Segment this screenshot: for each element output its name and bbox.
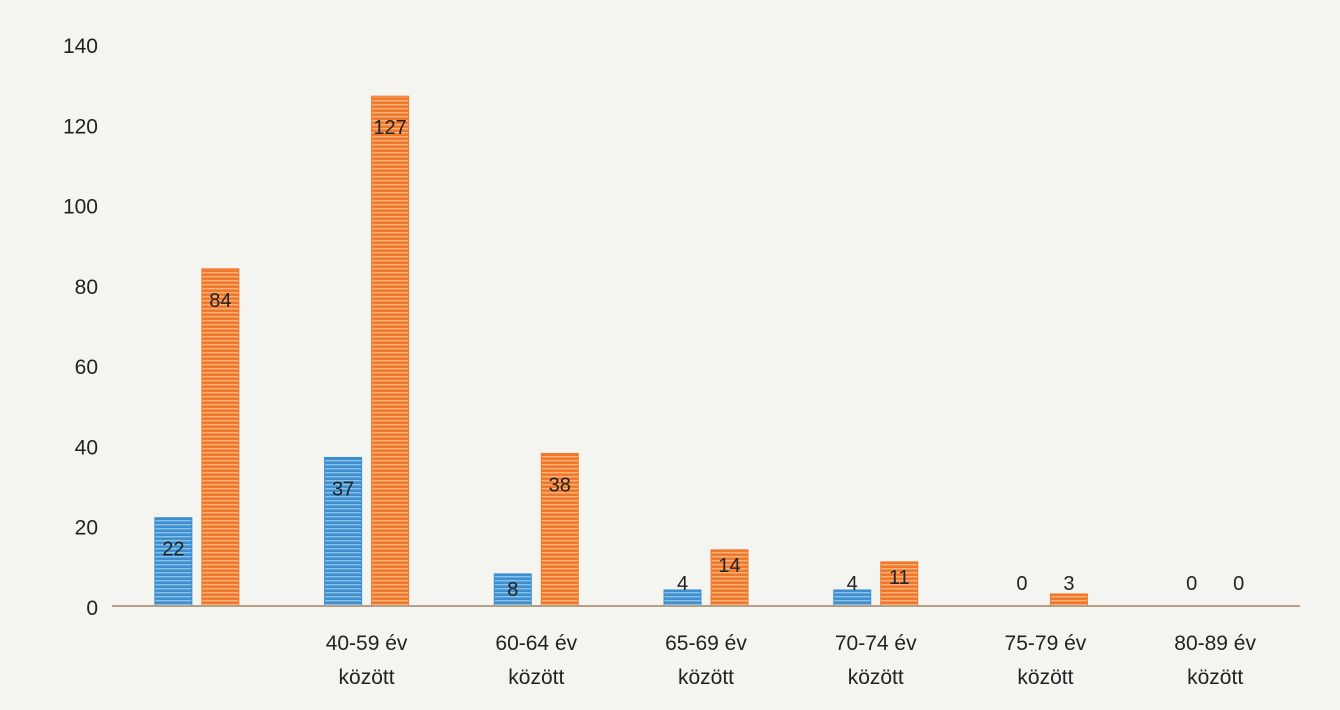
y-tick-label: 100 — [63, 196, 98, 219]
x-tick-label: 75-79 év között — [1005, 632, 1087, 689]
y-axis: 0 20 40 60 80 100 120 140 — [63, 35, 98, 620]
bar-series-1 — [154, 517, 193, 607]
y-tick-label: 80 — [75, 276, 98, 299]
bar-series-1 — [324, 456, 363, 607]
data-label: 84 — [209, 290, 231, 312]
y-tick-label: 40 — [75, 436, 98, 459]
x-tick-label: 80-89 év között — [1174, 632, 1256, 689]
data-label: 0 — [1233, 573, 1244, 595]
y-tick-label: 60 — [75, 356, 98, 379]
data-label: 4 — [677, 573, 688, 595]
bar-series-2 — [371, 95, 410, 607]
data-label: 38 — [549, 474, 571, 496]
y-tick-label: 0 — [86, 597, 98, 620]
y-tick-label: 140 — [63, 35, 98, 58]
data-label: 0 — [1016, 573, 1027, 595]
bar-series-2 — [1049, 593, 1088, 607]
x-tick-label: 40-59 év között — [326, 632, 408, 689]
data-label: 37 — [332, 478, 354, 500]
bar-series-2 — [201, 268, 240, 607]
y-tick-label: 120 — [63, 115, 98, 138]
bars — [154, 95, 1088, 607]
data-label: 11 — [889, 567, 910, 589]
bar-series-2 — [540, 452, 579, 607]
data-label: 0 — [1186, 573, 1197, 595]
x-axis: 40-59 év között 60-64 év között 65-69 év közö… — [326, 632, 1257, 689]
data-label: 3 — [1063, 573, 1074, 595]
data-label: 127 — [373, 117, 406, 139]
bar-series-2 — [880, 561, 919, 607]
data-label: 8 — [507, 579, 518, 601]
value-labels: 22 84 37 127 8 38 4 14 4 11 0 3 0 0 — [162, 117, 1244, 601]
data-label: 14 — [718, 555, 740, 577]
data-label: 4 — [847, 573, 858, 595]
data-label: 22 — [162, 539, 184, 561]
bar-series-1 — [493, 573, 532, 607]
y-tick-label: 20 — [75, 517, 98, 540]
x-tick-label: 60-64 év között — [495, 632, 577, 689]
x-tick-label: 70-74 év között — [835, 632, 917, 689]
x-tick-label: 65-69 év között — [665, 632, 747, 689]
